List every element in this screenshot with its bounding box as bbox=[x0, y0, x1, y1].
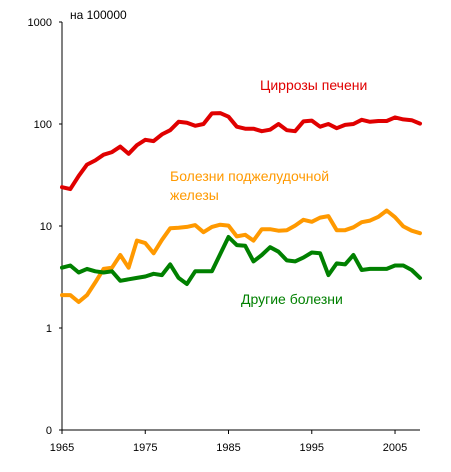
x-tick-label: 1985 bbox=[216, 442, 240, 454]
x-ticks: 1965 1975 1985 1995 2005 bbox=[50, 430, 407, 454]
y-ticks: 0 1 10 100 1000 bbox=[28, 17, 62, 437]
series-lines bbox=[60, 111, 422, 304]
x-tick-label: 1965 bbox=[50, 442, 74, 454]
series-2-line bbox=[60, 208, 422, 304]
series-2-label: железы bbox=[170, 187, 219, 203]
y-tick-label: 1 bbox=[46, 323, 52, 335]
y-tick-label: 0 bbox=[46, 425, 52, 437]
series-labels: Циррозы печени Болезни поджелудочной желез… bbox=[170, 77, 367, 307]
x-tick-label: 2005 bbox=[383, 442, 407, 454]
series-2-label: Болезни поджелудочной bbox=[170, 168, 329, 184]
x-tick-label: 1975 bbox=[133, 442, 157, 454]
y-tick-label: 10 bbox=[40, 221, 52, 233]
x-axis: 1965 1975 1985 1995 2005 bbox=[50, 429, 420, 454]
y-tick-label: 100 bbox=[34, 119, 52, 131]
x-tick-label: 1995 bbox=[300, 442, 324, 454]
series-1-label: Циррозы печени bbox=[260, 77, 367, 93]
y-tick-label: 1000 bbox=[28, 17, 52, 29]
series-1-line bbox=[60, 111, 422, 192]
y-axis: 0 1 10 100 1000 bbox=[28, 17, 63, 437]
series-3-label: Другие болезни bbox=[241, 291, 343, 307]
series-3-line bbox=[60, 235, 422, 286]
unit-label: на 100000 bbox=[70, 8, 127, 22]
